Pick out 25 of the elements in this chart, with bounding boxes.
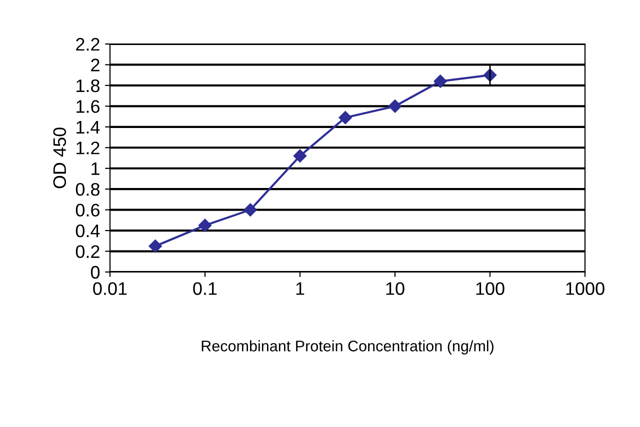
- x-axis-title: Recombinant Protein Concentration (ng/ml): [202, 340, 494, 354]
- x-tick-label: 0.1: [193, 282, 217, 295]
- y-tick-label: 1: [92, 162, 100, 175]
- x-tick-label: 1000: [566, 282, 604, 295]
- x-tick-label: 1: [296, 282, 304, 295]
- x-tick-label: 10: [386, 282, 404, 295]
- y-tick-label: 0.4: [76, 224, 100, 238]
- x-tick-label: 0.01: [93, 282, 127, 295]
- y-tick-label: 0.8: [76, 183, 100, 196]
- point: [338, 110, 352, 124]
- point: [293, 149, 307, 163]
- y-tick-label: 0.6: [76, 204, 100, 217]
- y-tick-label: 2: [91, 58, 100, 72]
- y-tick-label: 0.2: [76, 245, 100, 258]
- point: [388, 100, 402, 113]
- y-tick-label: 1.2: [76, 142, 100, 154]
- y-tick-label: 1.6: [76, 100, 100, 113]
- y-tick-label: 1.4: [76, 121, 100, 134]
- y-tick-label: 0: [90, 266, 100, 279]
- y-axis-title: OD 450: [53, 128, 66, 188]
- point: [244, 203, 257, 216]
- y-tick-label: 1.8: [76, 79, 100, 92]
- x-tick-label: 100: [476, 282, 504, 295]
- point: [148, 240, 162, 253]
- y-tick-label: 2.2: [76, 38, 100, 51]
